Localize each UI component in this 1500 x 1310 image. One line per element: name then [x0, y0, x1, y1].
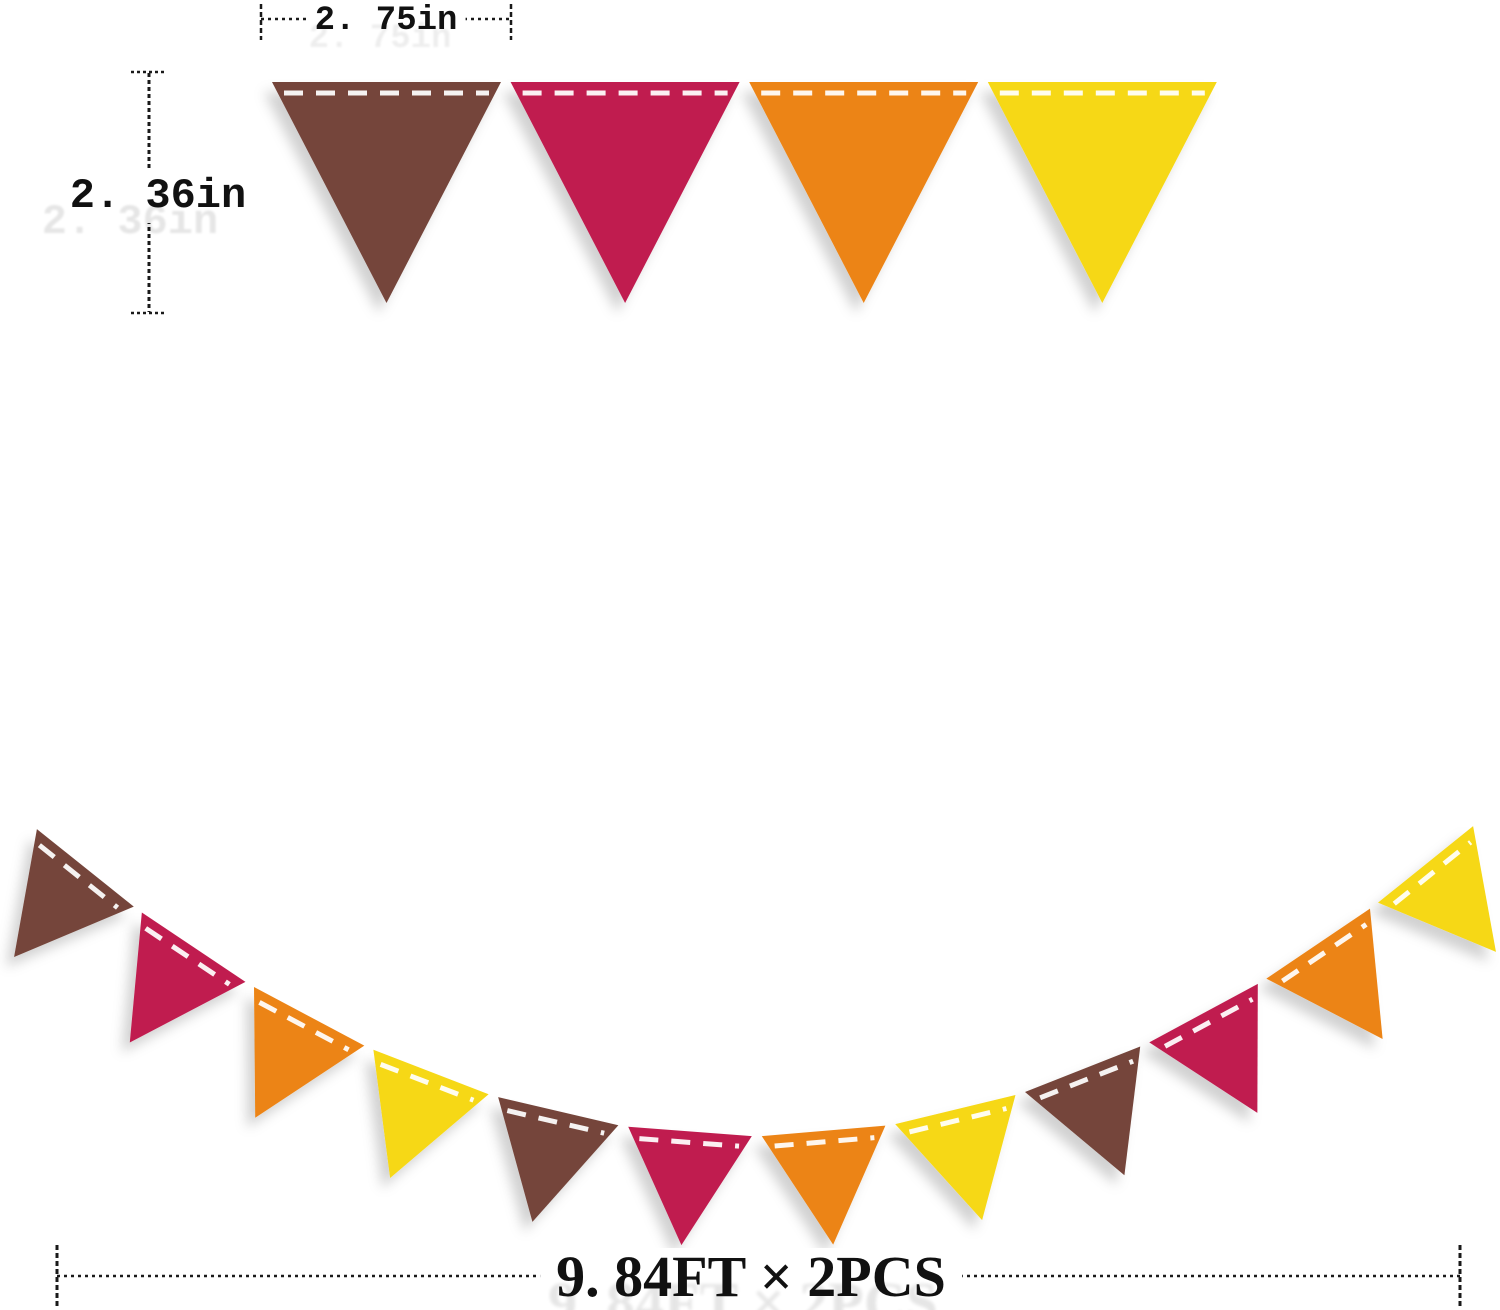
pennant-flag-orange	[1266, 908, 1383, 1039]
pennant-flag-yellow	[373, 1049, 489, 1179]
stitch-line	[258, 1000, 350, 1052]
stitch-line	[639, 1136, 740, 1149]
stitch-line	[908, 1106, 1007, 1135]
stitch-line	[1039, 1058, 1135, 1101]
stitch-line	[1392, 840, 1473, 906]
pennant-flag-orange	[761, 1125, 886, 1245]
stitch-line	[774, 1135, 875, 1149]
pennant-flag-yellow	[1378, 826, 1496, 952]
pennant-flag-maroon	[628, 1126, 752, 1246]
pennant-flag-maroon	[129, 912, 246, 1043]
stitch-line	[1281, 922, 1368, 984]
pennant-flag-maroon	[1149, 983, 1258, 1113]
garland-banner	[14, 826, 1496, 1246]
pennant-flag-brown	[14, 829, 134, 957]
dimension-annotations	[55, 4, 1462, 1308]
stitch-line	[37, 843, 120, 910]
stitch-line	[506, 1108, 605, 1136]
flag-height-dimension-label: 2. 36in	[65, 169, 251, 223]
pennant-flag-yellow	[987, 82, 1217, 303]
pennant-flag-brown	[272, 82, 501, 303]
pennant-flag-yellow	[895, 1094, 1016, 1221]
pennant-flag-orange	[254, 987, 365, 1118]
banner-length-dimension-label: 9. 84FT × 2PCS	[540, 1248, 962, 1306]
stitch-line	[144, 926, 231, 987]
pennant-flag-brown	[1024, 1046, 1141, 1176]
pennant-flag-maroon	[510, 82, 740, 303]
stitch-line	[1163, 997, 1254, 1049]
flag-width-dimension-label: 2. 75in	[306, 4, 466, 38]
pennant-flag-brown	[498, 1097, 619, 1222]
stitch-line	[379, 1062, 475, 1103]
top-pennant-row	[272, 82, 1217, 303]
pennant-flag-orange	[749, 82, 979, 303]
